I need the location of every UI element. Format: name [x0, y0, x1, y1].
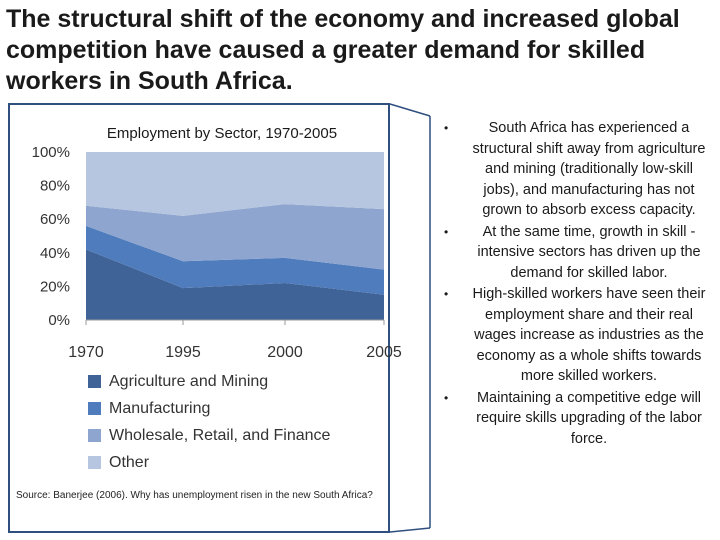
legend-item: Manufacturing: [88, 395, 330, 422]
bullet-text: South Africa has experienced a structura…: [472, 120, 706, 218]
legend-item: Other: [88, 449, 330, 476]
bullet-text: Maintaining a competitive edge will requ…: [476, 389, 702, 447]
bullet-item: • Maintaining a competitive edge will req…: [444, 388, 706, 450]
area-manufacturing: [86, 225, 384, 295]
bullet-item: • At the same time, growth in skill -inte…: [444, 222, 706, 284]
legend-item: Wholesale, Retail, and Finance: [88, 422, 330, 449]
area-other: [86, 152, 384, 216]
legend-swatch: [88, 402, 101, 415]
x-tick-label: 1970: [68, 344, 104, 361]
bullet-list: • South Africa has experienced a structur…: [444, 118, 706, 450]
y-tick-label: 0%: [48, 312, 70, 329]
legend-label: Wholesale, Retail, and Finance: [109, 426, 331, 444]
legend-swatch: [88, 375, 101, 388]
x-tick-label: 1995: [165, 344, 201, 361]
area-wholesale-retail-and-finance: [86, 204, 384, 270]
bullet-text: At the same time, growth in skill -inten…: [477, 223, 701, 281]
bullet-dot-icon: •: [444, 121, 449, 135]
bullet-item: • High-skilled workers have seen their em…: [444, 284, 706, 387]
legend-label: Manufacturing: [109, 399, 211, 417]
bullet-item: • South Africa has experienced a structur…: [444, 118, 706, 221]
y-tick-label: 80%: [40, 178, 70, 195]
legend-swatch: [88, 456, 101, 469]
legend-label: Other: [109, 453, 150, 471]
slide-title: The structural shift of the economy and …: [6, 5, 680, 95]
bullet-dot-icon: •: [444, 224, 449, 239]
legend-item: Agriculture and Mining: [88, 368, 330, 395]
legend-label: Agriculture and Mining: [109, 372, 269, 390]
y-tick-label: 60%: [40, 211, 70, 228]
legend-swatch: [88, 429, 101, 442]
y-tick-label: 40%: [40, 245, 70, 262]
chart-legend: Agriculture and Mining Manufacturing Whole…: [88, 368, 330, 476]
chart-title: Employment by Sector, 1970-2005: [107, 125, 337, 142]
x-tick-label: 2005: [366, 344, 402, 361]
area-agriculture-and-mining: [86, 249, 384, 320]
bullet-text: High-skilled workers have seen their emp…: [472, 286, 706, 384]
bullet-dot-icon: •: [444, 287, 449, 301]
y-tick-label: 20%: [40, 278, 70, 295]
bullet-dot-icon: •: [444, 390, 449, 405]
source-note: Source: Banerjee (2006). Why has unemplo…: [16, 490, 373, 501]
y-tick-label: 100%: [32, 144, 70, 161]
x-tick-label: 2000: [267, 344, 303, 361]
